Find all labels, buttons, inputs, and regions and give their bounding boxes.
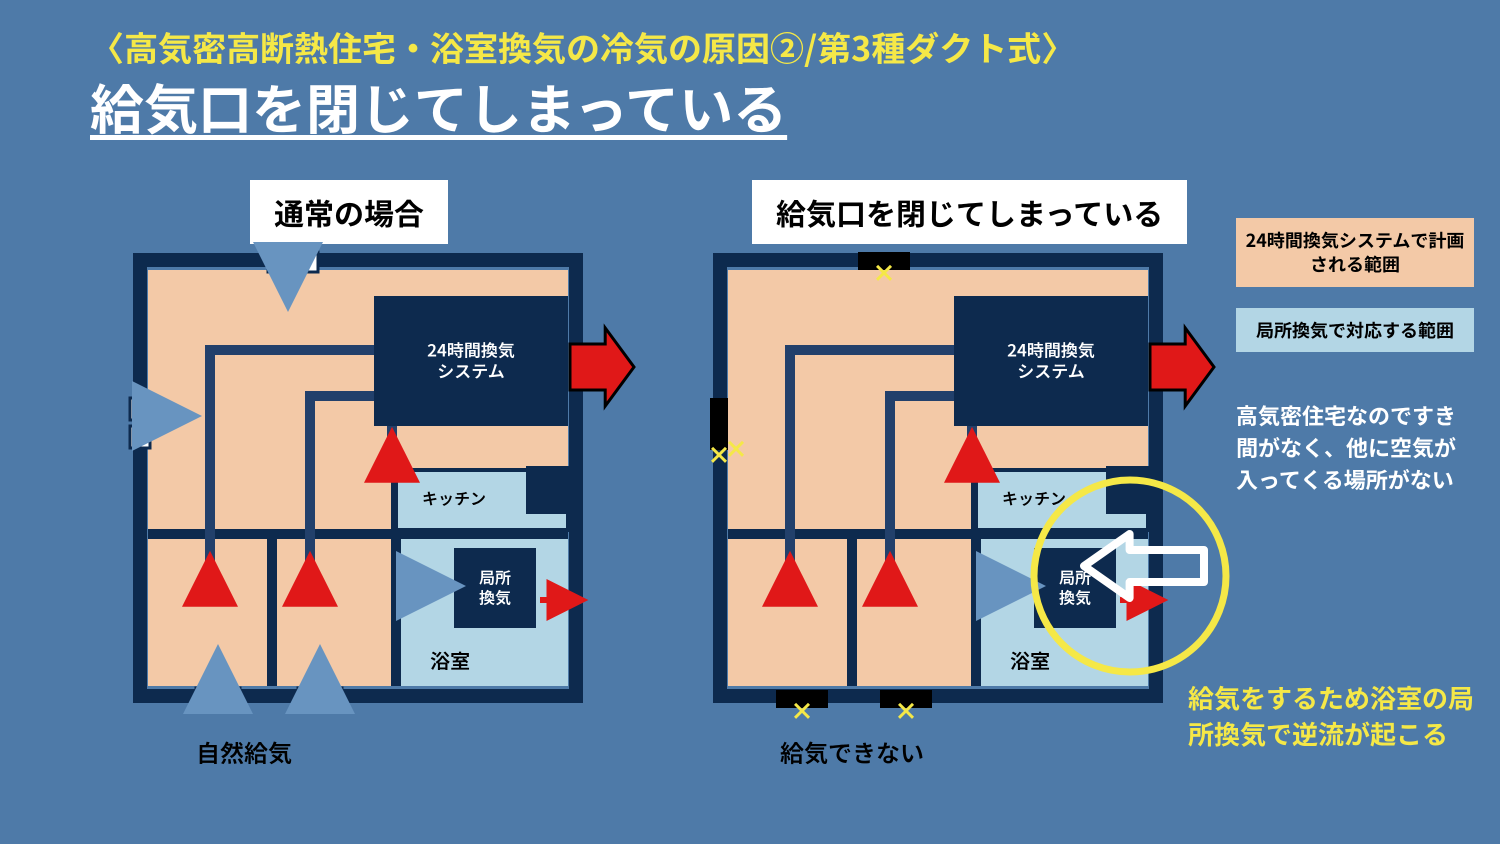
- svg-text:換気: 換気: [1059, 585, 1091, 609]
- svg-text:浴室: 浴室: [430, 645, 470, 674]
- svg-text:キッチン: キッチン: [422, 485, 486, 509]
- diagram-svg: 24時間換気システムキッチン局所換気浴室24時間換気システムキッチン局所換気浴室…: [0, 0, 1500, 844]
- svg-text:システム: システム: [437, 358, 505, 383]
- svg-text:×: ×: [790, 692, 814, 727]
- svg-text:×: ×: [724, 430, 748, 465]
- svg-text:システム: システム: [1017, 358, 1085, 383]
- svg-text:換気: 換気: [479, 585, 511, 609]
- svg-text:×: ×: [872, 254, 896, 289]
- svg-text:キッチン: キッチン: [1002, 485, 1066, 509]
- svg-text:×: ×: [894, 692, 918, 727]
- svg-text:浴室: 浴室: [1010, 645, 1050, 674]
